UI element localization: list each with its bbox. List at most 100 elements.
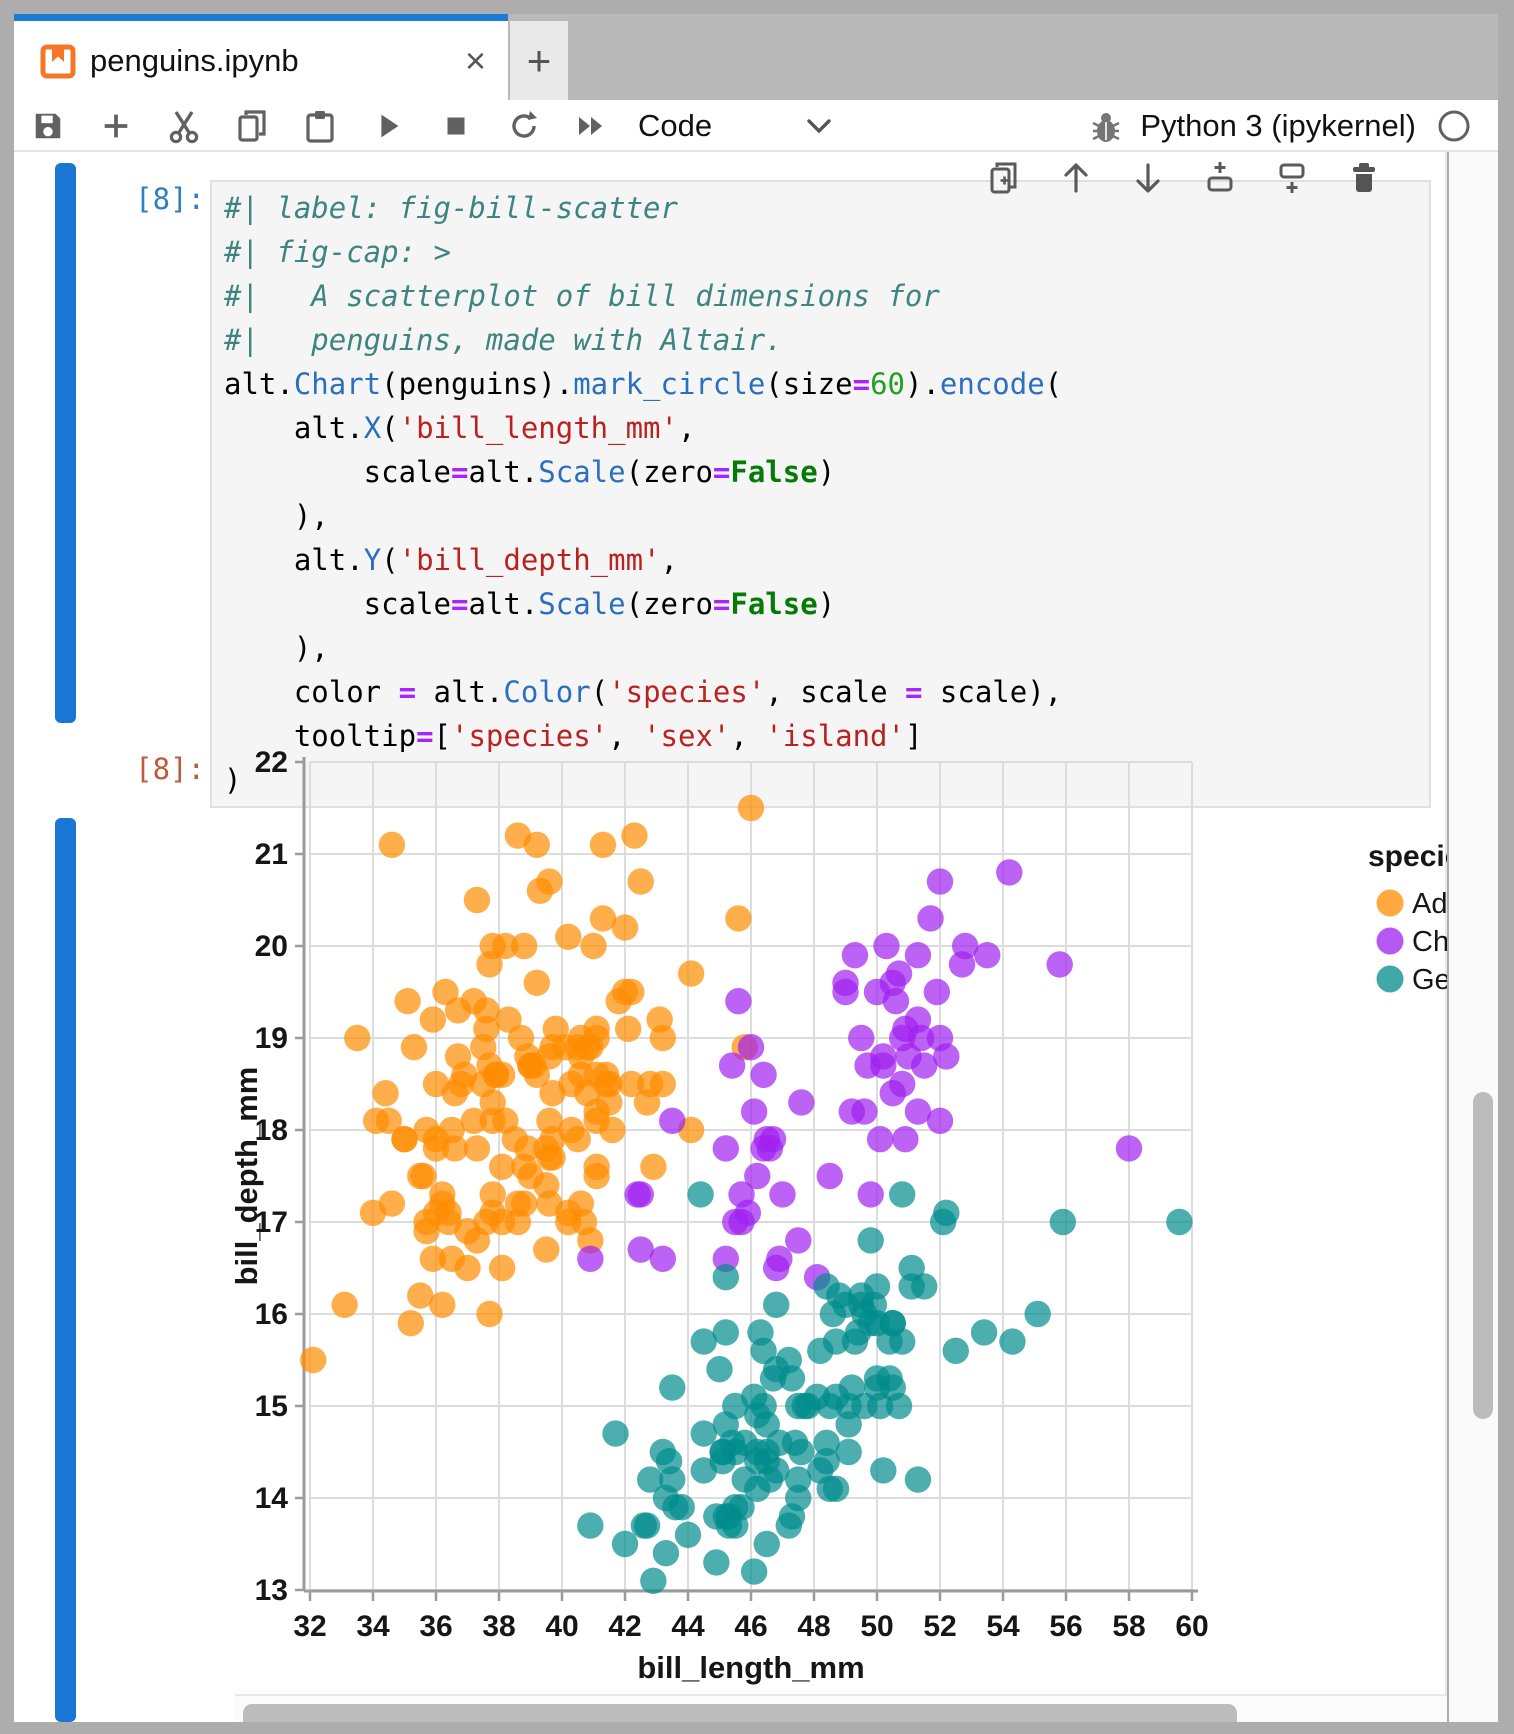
data-point[interactable]	[422, 1199, 450, 1226]
data-point[interactable]	[511, 932, 538, 960]
data-point[interactable]	[744, 1162, 771, 1190]
insert-cell-below-button[interactable]	[1273, 156, 1311, 200]
data-point[interactable]	[744, 1475, 771, 1502]
restart-run-all-button[interactable]	[558, 104, 626, 148]
copy-cells-button[interactable]	[218, 104, 286, 148]
kernel-status-indicator[interactable]	[1436, 108, 1472, 144]
data-point[interactable]	[596, 1070, 623, 1098]
horizontal-scrollbar-thumb[interactable]	[243, 1704, 1237, 1722]
paste-cells-button[interactable]	[286, 104, 354, 148]
data-point[interactable]	[933, 1043, 960, 1070]
data-point[interactable]	[640, 1567, 667, 1594]
data-point[interactable]	[570, 1208, 598, 1236]
data-point[interactable]	[422, 1135, 450, 1162]
data-point[interactable]	[400, 1034, 428, 1061]
data-point[interactable]	[539, 1126, 566, 1153]
data-point[interactable]	[504, 1208, 532, 1236]
data-point[interactable]	[870, 1052, 897, 1079]
data-point[interactable]	[539, 1144, 566, 1171]
data-point[interactable]	[677, 960, 705, 987]
data-point[interactable]	[511, 1153, 538, 1180]
data-point[interactable]	[621, 822, 648, 849]
data-point[interactable]	[583, 1162, 610, 1190]
data-point[interactable]	[889, 1070, 916, 1098]
data-point[interactable]	[826, 1282, 853, 1309]
data-point[interactable]	[577, 1512, 604, 1539]
legend-swatch-chinstrap[interactable]	[1376, 927, 1404, 955]
data-point[interactable]	[646, 1006, 673, 1033]
move-cell-down-button[interactable]	[1129, 156, 1167, 200]
data-point[interactable]	[712, 1135, 739, 1162]
data-point[interactable]	[577, 1245, 604, 1272]
data-point[interactable]	[750, 1061, 777, 1088]
data-point[interactable]	[580, 932, 607, 960]
data-point[interactable]	[816, 1162, 843, 1190]
data-point[interactable]	[807, 1337, 834, 1364]
data-point[interactable]	[848, 1024, 875, 1052]
data-point[interactable]	[536, 868, 563, 895]
data-point[interactable]	[889, 1024, 916, 1052]
data-point[interactable]	[740, 1558, 768, 1585]
data-point[interactable]	[637, 1466, 664, 1493]
data-point[interactable]	[344, 1024, 371, 1052]
data-point[interactable]	[533, 1236, 560, 1263]
data-point[interactable]	[835, 1392, 862, 1420]
data-point[interactable]	[722, 1438, 749, 1466]
data-point[interactable]	[558, 1070, 585, 1098]
data-point[interactable]	[737, 1034, 765, 1061]
data-point[interactable]	[1046, 951, 1073, 978]
data-point[interactable]	[889, 1181, 916, 1208]
data-point[interactable]	[832, 969, 859, 996]
data-point[interactable]	[633, 1512, 661, 1539]
data-point[interactable]	[750, 1135, 777, 1162]
cell-type-dropdown[interactable]: Code	[638, 108, 834, 144]
output-cell-collapser[interactable]	[55, 818, 76, 1722]
data-point[interactable]	[649, 1245, 676, 1272]
data-point[interactable]	[567, 1024, 595, 1052]
data-point[interactable]	[690, 1328, 717, 1355]
data-point[interactable]	[813, 1429, 840, 1456]
data-point[interactable]	[816, 1475, 843, 1502]
data-point[interactable]	[460, 1107, 487, 1134]
data-point[interactable]	[999, 1328, 1026, 1355]
scatter-chart[interactable]: 32 34 36 38 40 42 44 46 48 50 52 54 56 58 60 bill_lengt…	[14, 740, 1447, 1694]
data-point[interactable]	[463, 886, 491, 914]
data-point[interactable]	[523, 1061, 550, 1088]
data-point[interactable]	[441, 1080, 469, 1107]
code-cell[interactable]: #| label: fig-bill-scatter #| fig-cap: > #…	[210, 180, 1431, 808]
data-point[interactable]	[488, 1153, 516, 1180]
data-point[interactable]	[970, 1319, 998, 1346]
data-point[interactable]	[870, 1457, 897, 1484]
tab-close-icon[interactable]: ×	[464, 39, 486, 81]
data-point[interactable]	[712, 1264, 739, 1291]
data-point[interactable]	[750, 1337, 777, 1364]
data-point[interactable]	[479, 1181, 506, 1208]
data-point[interactable]	[419, 1245, 447, 1272]
run-cell-button[interactable]	[354, 104, 422, 148]
data-point[interactable]	[866, 1392, 894, 1420]
data-point[interactable]	[763, 1254, 790, 1282]
data-point[interactable]	[923, 978, 951, 1006]
data-point[interactable]	[555, 923, 582, 950]
data-point[interactable]	[375, 1107, 402, 1134]
data-point[interactable]	[835, 1411, 862, 1438]
data-point[interactable]	[1024, 1300, 1051, 1328]
data-point[interactable]	[460, 988, 487, 1015]
data-point[interactable]	[463, 1227, 491, 1254]
data-point[interactable]	[589, 831, 617, 858]
input-cell-collapser[interactable]	[55, 163, 76, 723]
data-point[interactable]	[907, 1024, 935, 1052]
data-point[interactable]	[775, 1346, 802, 1374]
data-point[interactable]	[775, 1512, 802, 1539]
data-point[interactable]	[974, 942, 1001, 969]
data-point[interactable]	[769, 1181, 796, 1208]
data-point[interactable]	[476, 1300, 503, 1328]
data-point[interactable]	[429, 1291, 456, 1318]
data-point[interactable]	[539, 1034, 566, 1061]
data-point[interactable]	[523, 969, 550, 996]
data-point[interactable]	[1166, 1208, 1193, 1236]
data-point[interactable]	[763, 1291, 790, 1318]
tab-penguins-notebook[interactable]: penguins.ipynb ×	[14, 14, 508, 100]
data-point[interactable]	[885, 960, 913, 987]
debugger-button[interactable]	[1090, 109, 1122, 143]
